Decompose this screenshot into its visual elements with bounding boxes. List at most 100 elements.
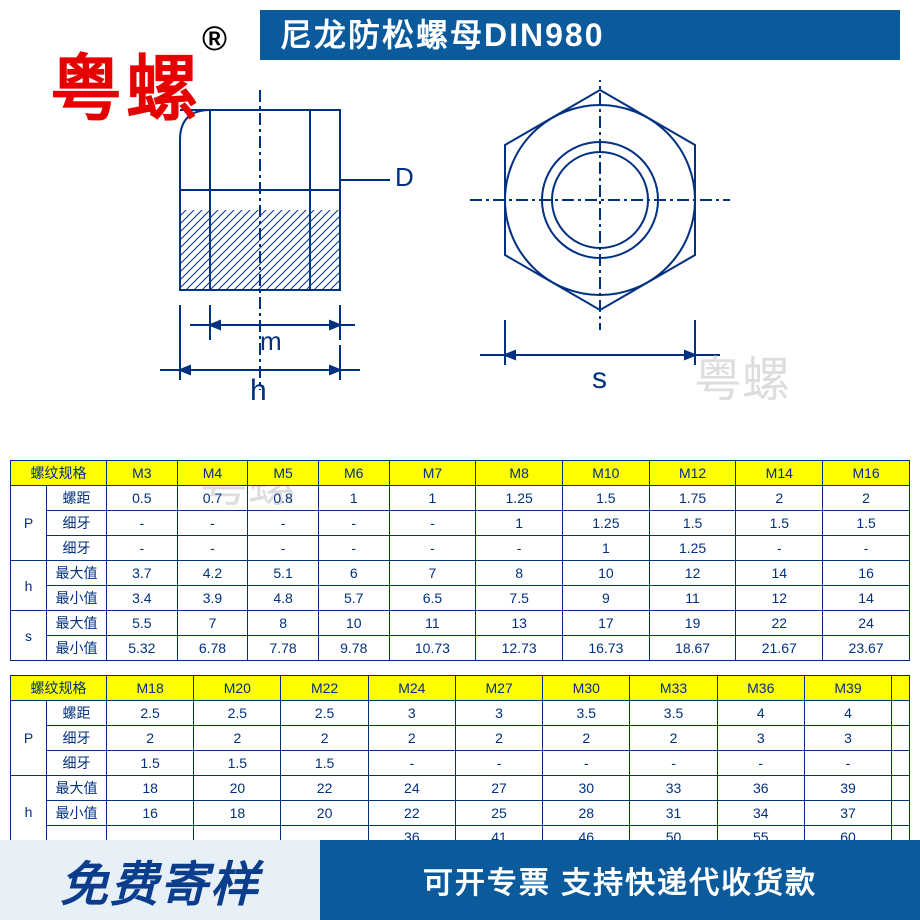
row-label: 细牙 (47, 726, 107, 751)
data-cell: 2 (630, 726, 717, 751)
col-header: M27 (455, 676, 542, 701)
row-label: 最小值 (47, 586, 107, 611)
data-cell: 34 (717, 801, 804, 826)
data-cell: 11 (649, 586, 736, 611)
data-cell: 3 (368, 701, 455, 726)
data-cell: 7 (177, 611, 248, 636)
row-label: 细牙 (47, 511, 107, 536)
data-cell: 0.8 (248, 486, 319, 511)
col-header: M5 (248, 461, 319, 486)
data-cell: 14 (823, 586, 910, 611)
col-header: M22 (281, 676, 368, 701)
data-cell: 18 (107, 776, 194, 801)
data-cell: 3.9 (177, 586, 248, 611)
data-cell: 3 (804, 726, 891, 751)
data-cell: - (248, 511, 319, 536)
spec-table-2: 螺纹规格M18M20M22M24M27M30M33M36M39P螺距2.52.5… (10, 675, 910, 848)
data-cell: - (318, 536, 389, 561)
data-cell: - (823, 536, 910, 561)
data-cell: 24 (823, 611, 910, 636)
data-cell: 2.5 (107, 701, 194, 726)
data-cell (892, 751, 910, 776)
data-cell: 37 (804, 801, 891, 826)
data-cell: 3 (717, 726, 804, 751)
data-cell: 2 (543, 726, 630, 751)
data-cell: 36 (717, 776, 804, 801)
data-cell: - (318, 511, 389, 536)
data-cell: 10 (318, 611, 389, 636)
data-cell: 1.25 (649, 536, 736, 561)
data-cell: 2.5 (194, 701, 281, 726)
data-cell: - (736, 536, 823, 561)
title-text: 尼龙防松螺母DIN980 (280, 17, 605, 53)
data-cell: - (630, 751, 717, 776)
col-header: M24 (368, 676, 455, 701)
col-header: M33 (630, 676, 717, 701)
data-cell: 5.5 (107, 611, 178, 636)
data-cell: 24 (368, 776, 455, 801)
data-cell: 10.73 (389, 636, 476, 661)
data-cell: 4.8 (248, 586, 319, 611)
data-cell: 9.78 (318, 636, 389, 661)
row-label: 螺距 (47, 701, 107, 726)
row-label: 最小值 (47, 636, 107, 661)
data-cell: 9 (563, 586, 650, 611)
row-group: P (11, 701, 47, 776)
data-cell: 21.67 (736, 636, 823, 661)
data-cell: 18 (194, 801, 281, 826)
data-cell: 3.5 (630, 701, 717, 726)
data-cell: 5.7 (318, 586, 389, 611)
data-cell: 3.4 (107, 586, 178, 611)
data-cell: 2 (736, 486, 823, 511)
data-cell: 17 (563, 611, 650, 636)
data-cell: 3 (455, 701, 542, 726)
data-cell: 1 (476, 511, 563, 536)
row-label: 螺距 (47, 486, 107, 511)
data-cell: - (455, 751, 542, 776)
data-cell: 1.5 (736, 511, 823, 536)
row-label: 最大值 (47, 561, 107, 586)
data-cell: 16 (107, 801, 194, 826)
data-cell: 16.73 (563, 636, 650, 661)
spec-tables: 螺纹规格M3M4M5M6M7M8M10M12M14M16P螺距0.50.70.8… (10, 460, 910, 862)
svg-text:h: h (250, 374, 267, 407)
data-cell: 0.7 (177, 486, 248, 511)
data-cell: - (368, 751, 455, 776)
data-cell: 6.78 (177, 636, 248, 661)
row-label: 细牙 (47, 751, 107, 776)
brand-logo: 粤螺® (50, 30, 231, 135)
col-header: M8 (476, 461, 563, 486)
data-cell: 2 (107, 726, 194, 751)
data-cell: - (107, 536, 178, 561)
data-cell: 5.1 (248, 561, 319, 586)
data-cell: 1.5 (107, 751, 194, 776)
col-header: M36 (717, 676, 804, 701)
data-cell: 22 (736, 611, 823, 636)
data-cell: 1.5 (649, 511, 736, 536)
data-cell: 23.67 (823, 636, 910, 661)
data-cell: 27 (455, 776, 542, 801)
col-header: M12 (649, 461, 736, 486)
col-header: M4 (177, 461, 248, 486)
data-cell: 1 (563, 536, 650, 561)
data-cell: - (804, 751, 891, 776)
data-cell: 22 (368, 801, 455, 826)
data-cell: - (717, 751, 804, 776)
data-cell: 2 (368, 726, 455, 751)
data-cell: 11 (389, 611, 476, 636)
footer-bar: 免费寄样 可开专票 支持快递代收货款 (0, 840, 920, 920)
data-cell: - (389, 511, 476, 536)
col-header: M18 (107, 676, 194, 701)
data-cell: 1.5 (194, 751, 281, 776)
data-cell: 1.75 (649, 486, 736, 511)
data-cell: 8 (476, 561, 563, 586)
data-cell: 12 (736, 586, 823, 611)
data-cell: 1.25 (476, 486, 563, 511)
data-cell: 2 (823, 486, 910, 511)
data-cell: - (177, 536, 248, 561)
row-group: h (11, 561, 47, 611)
data-cell: 30 (543, 776, 630, 801)
col-header: M30 (543, 676, 630, 701)
data-cell: 18.67 (649, 636, 736, 661)
title-bar: 尼龙防松螺母DIN980 (260, 10, 900, 60)
